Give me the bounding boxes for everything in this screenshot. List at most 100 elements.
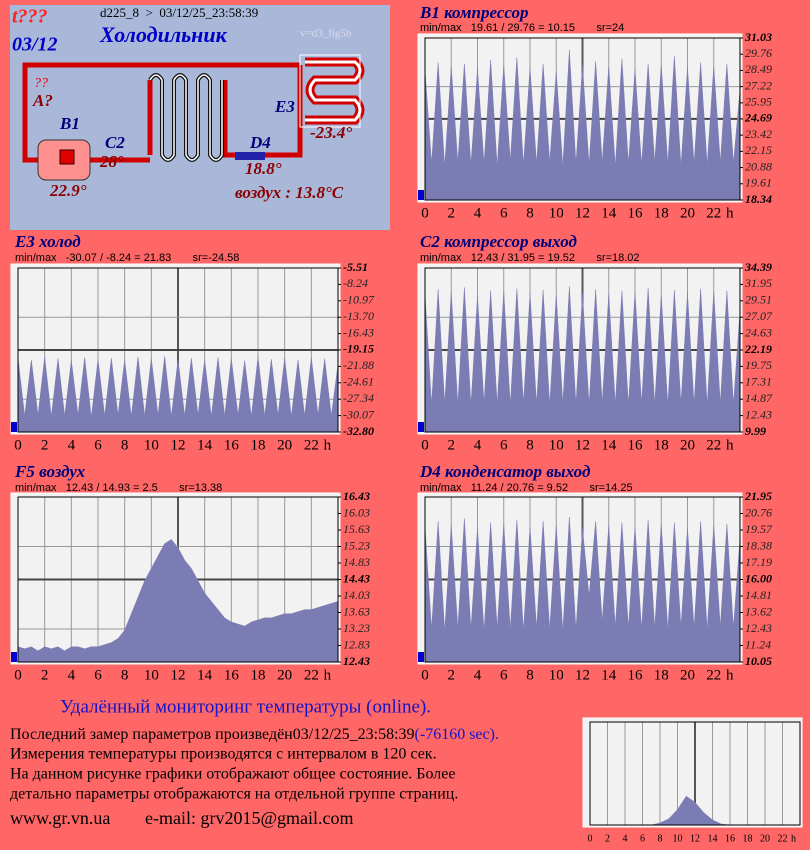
x-tick-label: 16 <box>224 437 240 453</box>
x-tick-label: 20 <box>680 437 695 453</box>
x-tick-label: 6 <box>94 667 102 683</box>
stats: min/max -30.07 / -8.24 = 21.83 sr=-24.58 <box>15 252 239 264</box>
chart-title: D4 конденсатор выход <box>419 462 591 481</box>
y-tick-label: 16.43 <box>343 489 370 503</box>
x-tick-label: 4 <box>68 667 76 683</box>
email[interactable]: e-mail: grv2015@gmail.com <box>145 808 354 828</box>
x-tick-label: 14 <box>601 667 617 683</box>
area <box>424 286 741 433</box>
x-tick-label: 14 <box>601 437 617 453</box>
x-tick-label: 10 <box>673 833 683 844</box>
y-tick-label: 29.76 <box>745 46 772 60</box>
x-tick-label: 8 <box>658 833 663 844</box>
stats: min/max 11.24 / 20.76 = 9.52 sr=14.25 <box>420 482 633 494</box>
x-tick-label: 18 <box>654 205 669 221</box>
x-unit: h <box>726 437 734 453</box>
y-tick-label: 11.24 <box>745 637 771 651</box>
x-tick-label: 22 <box>706 667 721 683</box>
x-tick-label: 12 <box>171 667 186 683</box>
x-tick-label: 2 <box>448 667 456 683</box>
indicator <box>418 422 424 432</box>
x-tick-label: 10 <box>549 437 564 453</box>
x-tick-label: 10 <box>144 437 159 453</box>
x-tick-label: 18 <box>654 437 669 453</box>
x-tick-label: 18 <box>654 667 669 683</box>
x-tick-label: 0 <box>14 667 22 683</box>
x-tick-label: 8 <box>526 667 534 683</box>
plot-frame <box>424 267 741 433</box>
y-tick-label: -24.61 <box>343 375 374 389</box>
x-tick-label: 0 <box>14 437 22 453</box>
y-tick-label: 20.76 <box>745 505 772 519</box>
y-tick-label: 21.95 <box>744 489 772 503</box>
x-tick-label: 14 <box>708 833 718 844</box>
y-tick-label: 29.51 <box>745 293 772 307</box>
x-unit: h <box>726 205 734 221</box>
y-tick-label: -30.07 <box>343 407 375 421</box>
x-tick-label: 2 <box>448 437 456 453</box>
y-tick-label: 9.99 <box>745 424 766 438</box>
y-tick-label: 20.88 <box>745 159 772 173</box>
x-unit: h <box>324 437 332 453</box>
chart-title: F5 воздух <box>14 462 86 481</box>
x-tick-label: 6 <box>500 667 508 683</box>
last-time: Последний замер параметров произведён03/… <box>10 726 415 743</box>
x-tick-label: 6 <box>500 205 508 221</box>
y-tick-label: -8.24 <box>343 276 368 290</box>
x-unit: h <box>726 667 734 683</box>
indicator <box>11 422 17 432</box>
y-tick-label: 14.87 <box>745 391 773 405</box>
x-tick-label: 0 <box>421 667 429 683</box>
y-tick-label: 17.19 <box>745 555 772 569</box>
x-tick-label: 10 <box>549 667 564 683</box>
area <box>424 49 741 201</box>
stats: min/max 19.61 / 29.76 = 10.15 sr=24 <box>420 22 624 34</box>
x-tick-label: 20 <box>277 437 292 453</box>
y-tick-label: 18.38 <box>745 538 772 552</box>
y-tick-label: 28.49 <box>745 62 772 76</box>
x-tick-label: 6 <box>94 437 102 453</box>
x-tick-label: 0 <box>421 437 429 453</box>
x-tick-label: 22 <box>778 833 788 844</box>
x-tick-label: 12 <box>690 833 700 844</box>
x-tick-label: 16 <box>628 205 644 221</box>
footer-line: детально параметры отображаются на отдел… <box>10 786 458 803</box>
evaporator-frame <box>299 54 361 128</box>
x-tick-label: 22 <box>304 667 319 683</box>
y-tick-label: 14.03 <box>343 588 370 602</box>
plot-frame <box>424 496 741 663</box>
x-tick-label: 6 <box>640 833 645 844</box>
last-measure: Последний замер параметров произведён03/… <box>10 726 499 743</box>
y-tick-label: -16.43 <box>343 325 374 339</box>
plot-frame <box>589 721 801 826</box>
y-tick-label: 12.43 <box>343 654 370 668</box>
stats: min/max 12.43 / 14.93 = 2.5 sr=13.38 <box>15 482 222 494</box>
label-e3: E3 <box>274 97 295 116</box>
e3-value: -23.4° <box>310 123 352 142</box>
area <box>424 517 741 663</box>
site[interactable]: www.gr.vn.ua <box>10 808 110 828</box>
x-tick-label: 20 <box>277 667 292 683</box>
x-tick-label: 14 <box>601 205 617 221</box>
x-tick-label: 2 <box>41 437 49 453</box>
x-tick-label: 4 <box>474 205 482 221</box>
y-tick-label: 27.22 <box>745 78 772 92</box>
x-tick-label: 18 <box>743 833 753 844</box>
label-a: A? <box>32 91 53 110</box>
compressor-core <box>59 149 75 165</box>
y-tick-label: 12.43 <box>745 621 772 635</box>
y-tick-label: -27.34 <box>343 391 374 405</box>
y-tick-label: 16.03 <box>343 505 370 519</box>
x-tick-label: 22 <box>304 437 319 453</box>
y-tick-label: 15.23 <box>343 538 370 552</box>
label-c2: C2 <box>105 133 125 152</box>
air-value: воздух : 13.8°C <box>235 183 344 202</box>
y-tick-label: -21.88 <box>343 358 374 372</box>
y-tick-label: 12.83 <box>343 637 370 651</box>
chart-title: C2 компрессор выход <box>420 232 577 251</box>
dryer <box>235 152 265 160</box>
status: t??? <box>12 6 48 28</box>
y-tick-label: 31.03 <box>744 30 772 44</box>
y-tick-label: 24.63 <box>745 325 772 339</box>
